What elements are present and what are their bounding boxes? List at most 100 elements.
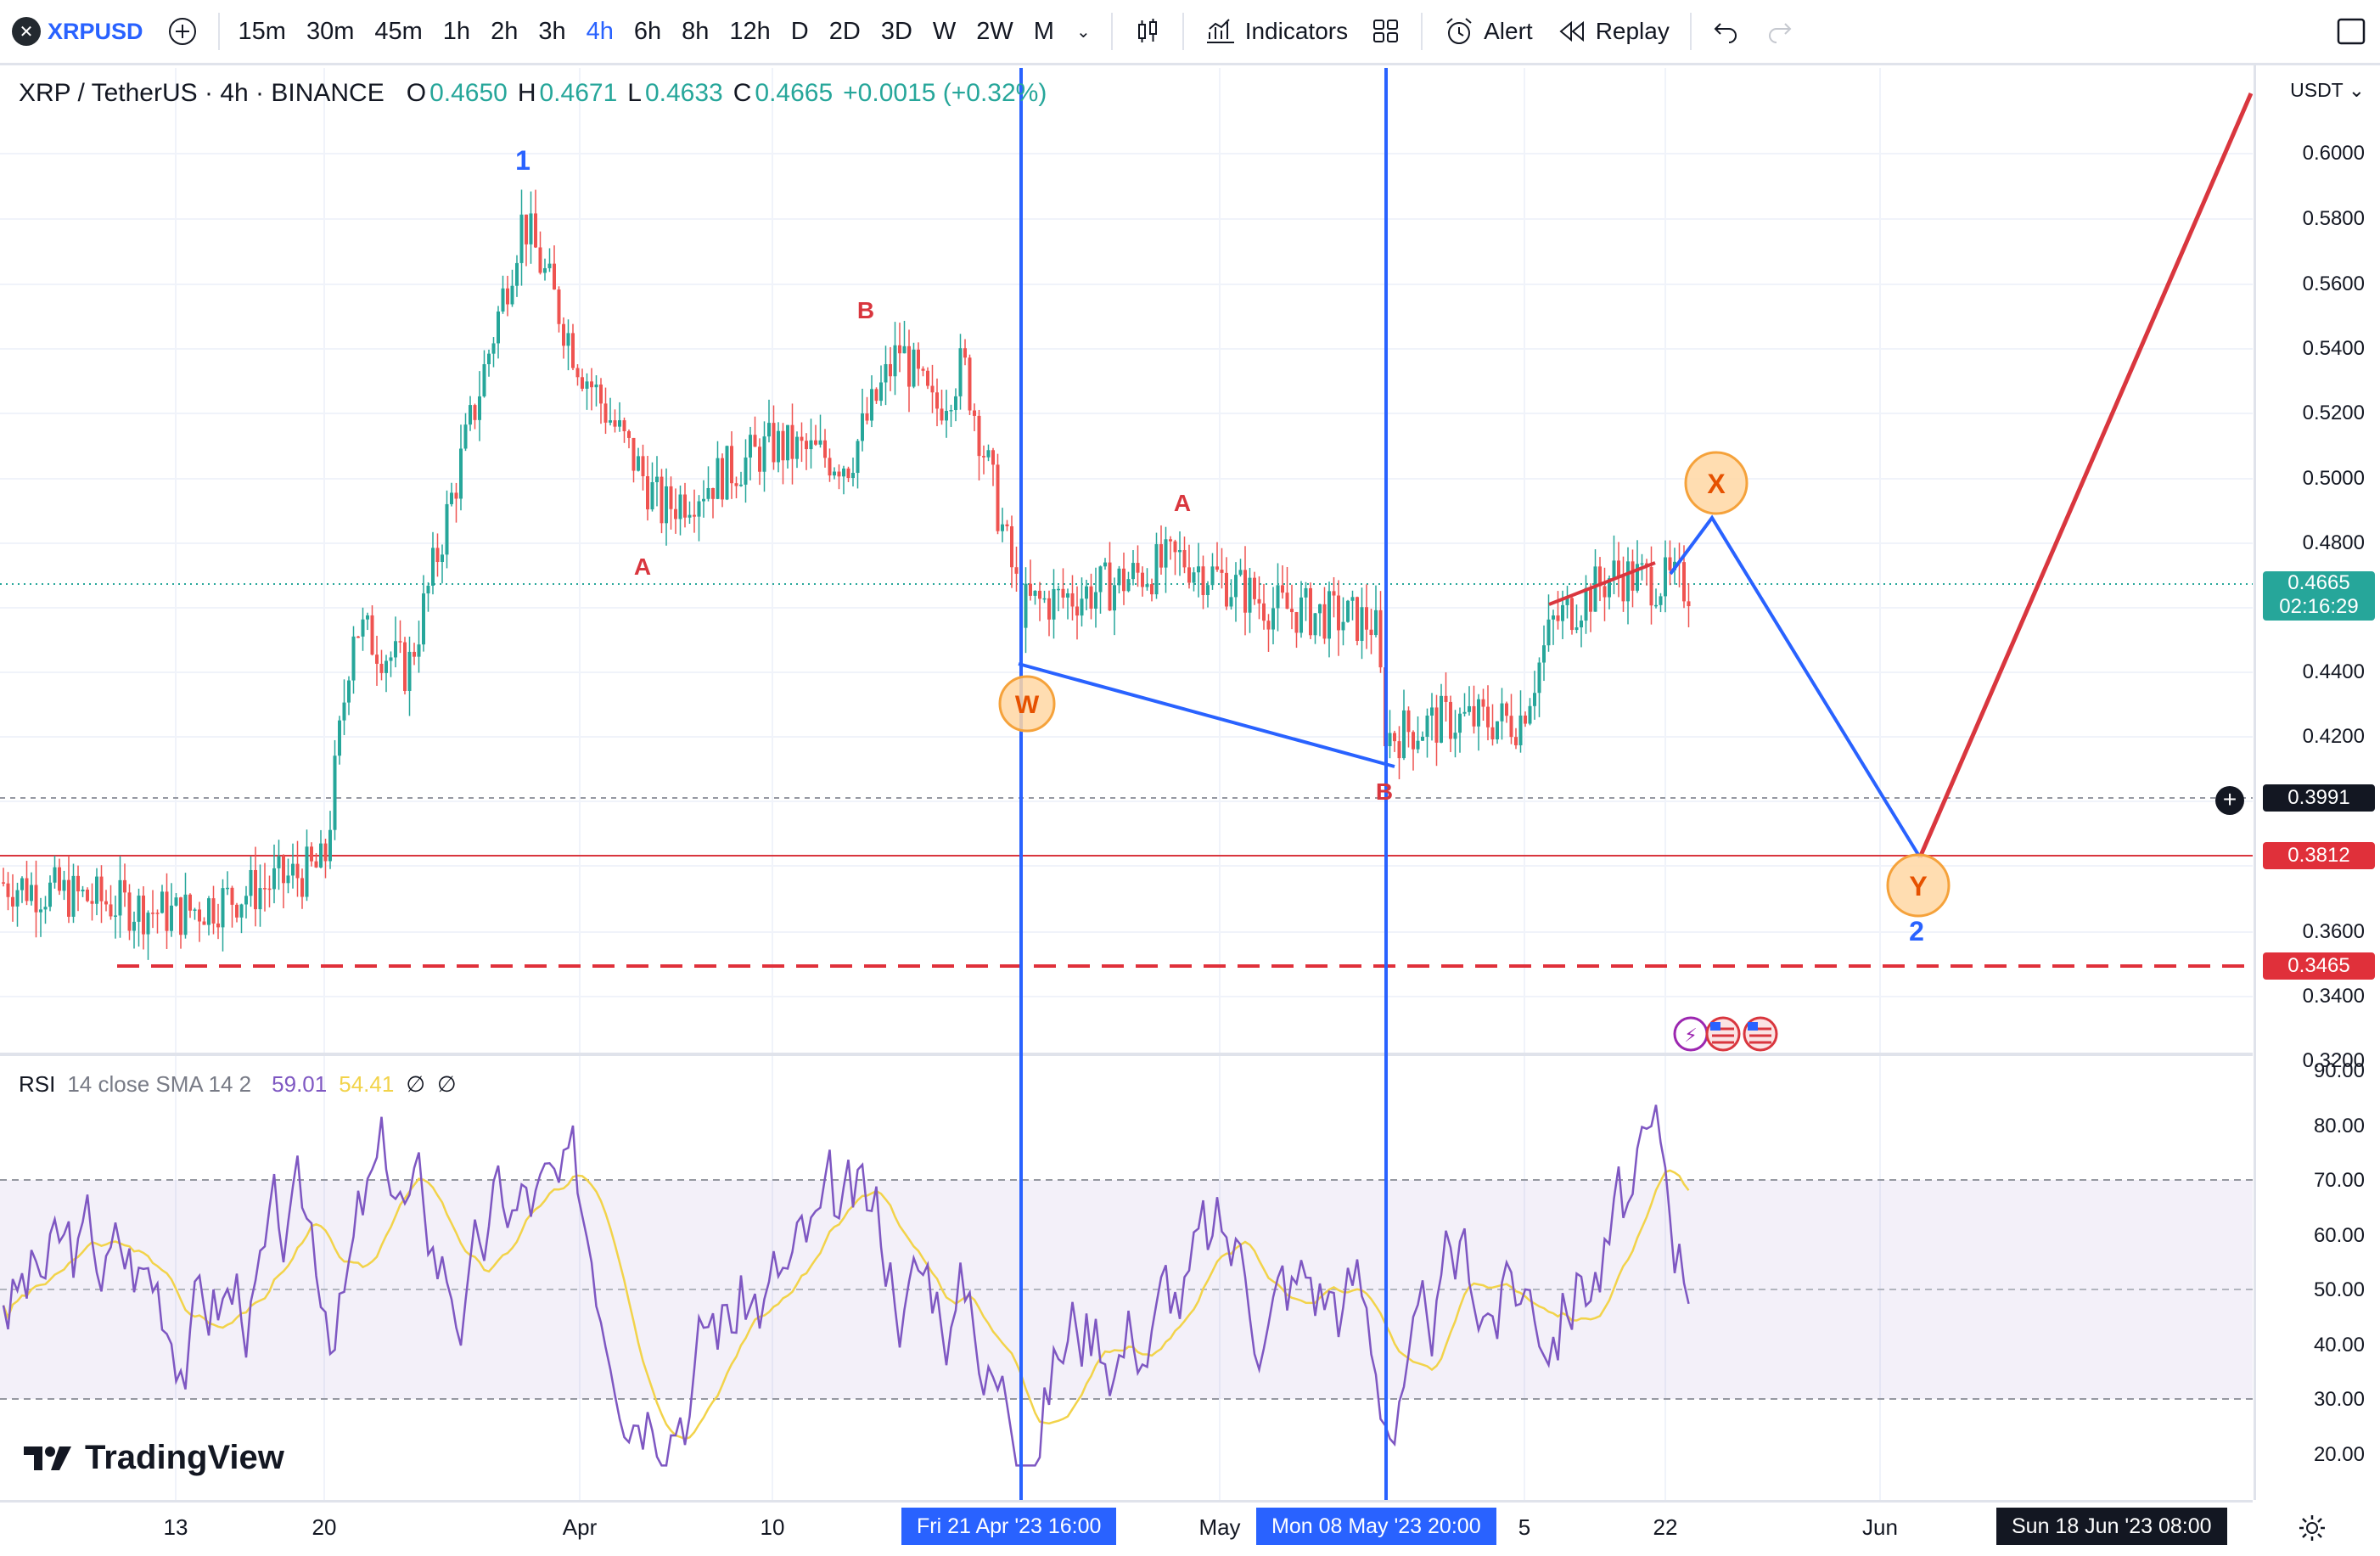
chart-type-button[interactable] <box>1121 0 1174 63</box>
wave-x-marker[interactable]: X <box>1684 451 1749 515</box>
timeframe-6h[interactable]: 6h <box>633 17 662 45</box>
timeframe-30m[interactable]: 30m <box>306 17 355 45</box>
candle-body <box>310 846 313 862</box>
add-level-plus-icon[interactable]: + <box>2215 786 2244 815</box>
candle-body <box>1612 560 1616 579</box>
rsi-label[interactable]: RSI <box>19 1071 56 1097</box>
price-tick: 0.5800 <box>2302 207 2365 230</box>
candle-body <box>207 898 210 925</box>
redo-button[interactable] <box>1753 0 1805 63</box>
svg-text:⚡: ⚡ <box>1684 1025 1697 1047</box>
candle-body <box>688 514 692 518</box>
candle-body <box>1234 575 1238 598</box>
candle-body <box>660 476 664 524</box>
high-key: H <box>517 79 536 107</box>
candle-body <box>874 389 878 402</box>
timeframe-2h[interactable]: 2h <box>491 17 519 45</box>
candle-body <box>1014 567 1019 574</box>
candle-body <box>366 615 369 620</box>
candle-body <box>739 484 743 486</box>
candle-body <box>422 593 425 645</box>
candle-body <box>235 904 239 918</box>
candle-body <box>814 440 817 445</box>
candle-body <box>529 213 533 244</box>
candle-body <box>1098 566 1103 593</box>
timeframe-d[interactable]: D <box>790 17 809 45</box>
timeframe-2d[interactable]: 2D <box>828 17 861 45</box>
wave-w-marker[interactable]: W <box>998 675 1056 733</box>
candle-body <box>1617 560 1620 577</box>
settings-gear-icon[interactable] <box>2295 1511 2329 1545</box>
undo-button[interactable] <box>1700 0 1753 63</box>
timeframe-45m[interactable]: 45m <box>374 17 423 45</box>
candle-body <box>818 440 822 445</box>
events-icons[interactable]: ⚡ <box>1673 1016 1778 1052</box>
price-tick: 0.4800 <box>2302 531 2365 554</box>
wave-y-marker[interactable]: Y <box>1886 853 1951 918</box>
currency-select[interactable]: USDT ⌄ <box>2290 79 2365 101</box>
rewind-icon <box>1559 20 1584 42</box>
timeframe-3d[interactable]: 3D <box>880 17 912 45</box>
candle-body <box>669 486 673 509</box>
timeframe-3h[interactable]: 3h <box>538 17 566 45</box>
square-icon <box>2337 18 2366 45</box>
legend-title[interactable]: XRP / TetherUS · 4h · BINANCE <box>19 79 385 107</box>
candle-body <box>622 420 626 431</box>
candle-body <box>949 410 953 412</box>
candle-body <box>1038 590 1041 599</box>
low-key: L <box>627 79 642 107</box>
crosshair-date-2: Mon 08 May '23 20:00 <box>1256 1508 1496 1545</box>
alert-label: Alert <box>1484 18 1533 44</box>
red-trendline[interactable] <box>1548 561 1656 606</box>
price-tick: 0.4400 <box>2302 660 2365 683</box>
indicators-button[interactable]: Indicators <box>1193 0 1360 63</box>
candle-body <box>889 363 892 377</box>
timeframe-w[interactable]: W <box>932 17 957 45</box>
price-chart[interactable]: W X Y 1 2 A B A B ⚡ <box>0 65 2253 1500</box>
candle-body <box>1108 562 1112 611</box>
fullscreen-button[interactable] <box>2322 0 2380 63</box>
wave-label-b2: B <box>1376 778 1393 805</box>
candle-body <box>543 267 547 273</box>
candle-body <box>127 892 132 931</box>
candle-body <box>1664 557 1667 597</box>
timeframe-15m[interactable]: 15m <box>238 17 286 45</box>
time-axis[interactable]: 13 20 Apr 10 May 5 22 Jun Fri 21 Apr '23 16:00 … <box>0 1500 2325 1556</box>
candle-body <box>991 450 995 465</box>
rsi-band <box>0 1180 2253 1399</box>
timeframe-dropdown[interactable]: ⌄ <box>1075 22 1091 42</box>
candle-body <box>43 907 48 910</box>
candle-body <box>497 311 500 344</box>
timeframe-1h[interactable]: 1h <box>442 17 471 45</box>
timeframe-8h[interactable]: 8h <box>682 17 710 45</box>
candle-body <box>263 888 267 890</box>
time-tick: Apr <box>562 1514 598 1540</box>
candle-body <box>1496 721 1499 739</box>
candle-body <box>921 368 925 371</box>
compare-symbol-button[interactable] <box>155 0 210 63</box>
wave-projection-red[interactable] <box>1917 93 2253 858</box>
wxy-trendline[interactable] <box>1018 662 1395 768</box>
alert-button[interactable]: Alert <box>1431 0 1545 63</box>
layout-button[interactable] <box>1360 0 1412 63</box>
timeframe-m[interactable]: M <box>1033 17 1054 45</box>
candle-body <box>403 642 407 691</box>
timeframe-12h[interactable]: 12h <box>729 17 771 45</box>
candle-body <box>1145 584 1149 587</box>
candle-body <box>725 446 729 500</box>
replay-label: Replay <box>1595 18 1670 44</box>
candle-body <box>1509 716 1513 738</box>
symbol-search[interactable]: ✕ XRPUSD <box>0 0 155 63</box>
wave-projection-blue[interactable] <box>1669 514 1922 859</box>
candle-body <box>1434 707 1439 743</box>
timeframe-2w[interactable]: 2W <box>976 17 1013 45</box>
replay-button[interactable]: Replay <box>1545 0 1681 63</box>
tradingview-logo[interactable]: TradingView <box>22 1439 284 1477</box>
price-axis[interactable]: USDT ⌄ 0.6000 0.5800 0.5600 0.5400 0.5200 0.5… <box>2254 65 2380 1500</box>
crosshair-date-1: Fri 21 Apr '23 16:00 <box>901 1508 1117 1545</box>
candle-body <box>1131 563 1135 580</box>
candle-body <box>1033 590 1037 596</box>
candle-body <box>833 471 836 476</box>
timeframe-4h[interactable]: 4h <box>586 17 614 45</box>
